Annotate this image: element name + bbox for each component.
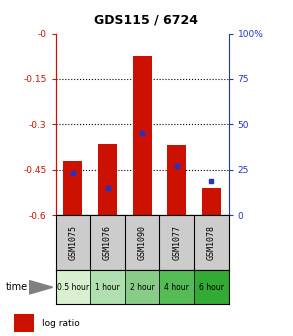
Text: GDS115 / 6724: GDS115 / 6724 — [95, 14, 198, 27]
Bar — [14, 314, 34, 332]
Text: time: time — [6, 282, 28, 292]
Text: GSM1076: GSM1076 — [103, 225, 112, 260]
Bar — [98, 144, 117, 215]
Bar — [133, 56, 151, 215]
Bar — [125, 270, 159, 304]
Text: GSM1090: GSM1090 — [138, 225, 146, 260]
Text: GSM1077: GSM1077 — [172, 225, 181, 260]
Text: 6 hour: 6 hour — [199, 283, 224, 292]
Bar — [64, 161, 82, 215]
Text: 1 hour: 1 hour — [95, 283, 120, 292]
Bar — [194, 270, 229, 304]
Text: GSM1078: GSM1078 — [207, 225, 216, 260]
Text: 4 hour: 4 hour — [164, 283, 189, 292]
Bar — [202, 188, 221, 215]
Text: 0.5 hour: 0.5 hour — [57, 283, 89, 292]
Bar — [167, 145, 186, 215]
Text: 2 hour: 2 hour — [130, 283, 154, 292]
Bar — [159, 270, 194, 304]
Text: GSM1075: GSM1075 — [69, 225, 77, 260]
Bar — [56, 270, 90, 304]
Text: log ratio: log ratio — [42, 319, 80, 328]
Polygon shape — [29, 281, 53, 294]
Bar — [90, 270, 125, 304]
